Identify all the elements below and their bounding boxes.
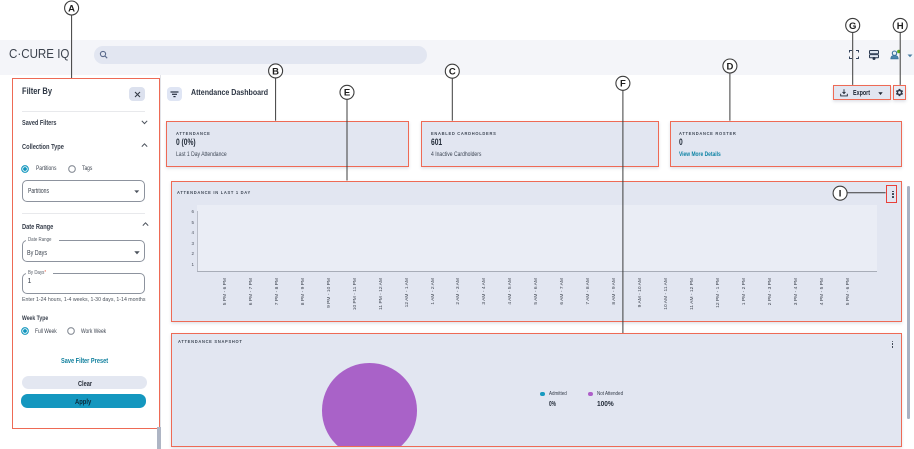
svg-text:A: A [68, 3, 75, 14]
svg-text:H: H [897, 21, 904, 32]
svg-text:E: E [344, 88, 350, 99]
svg-text:G: G [849, 21, 856, 32]
svg-text:F: F [620, 79, 626, 90]
